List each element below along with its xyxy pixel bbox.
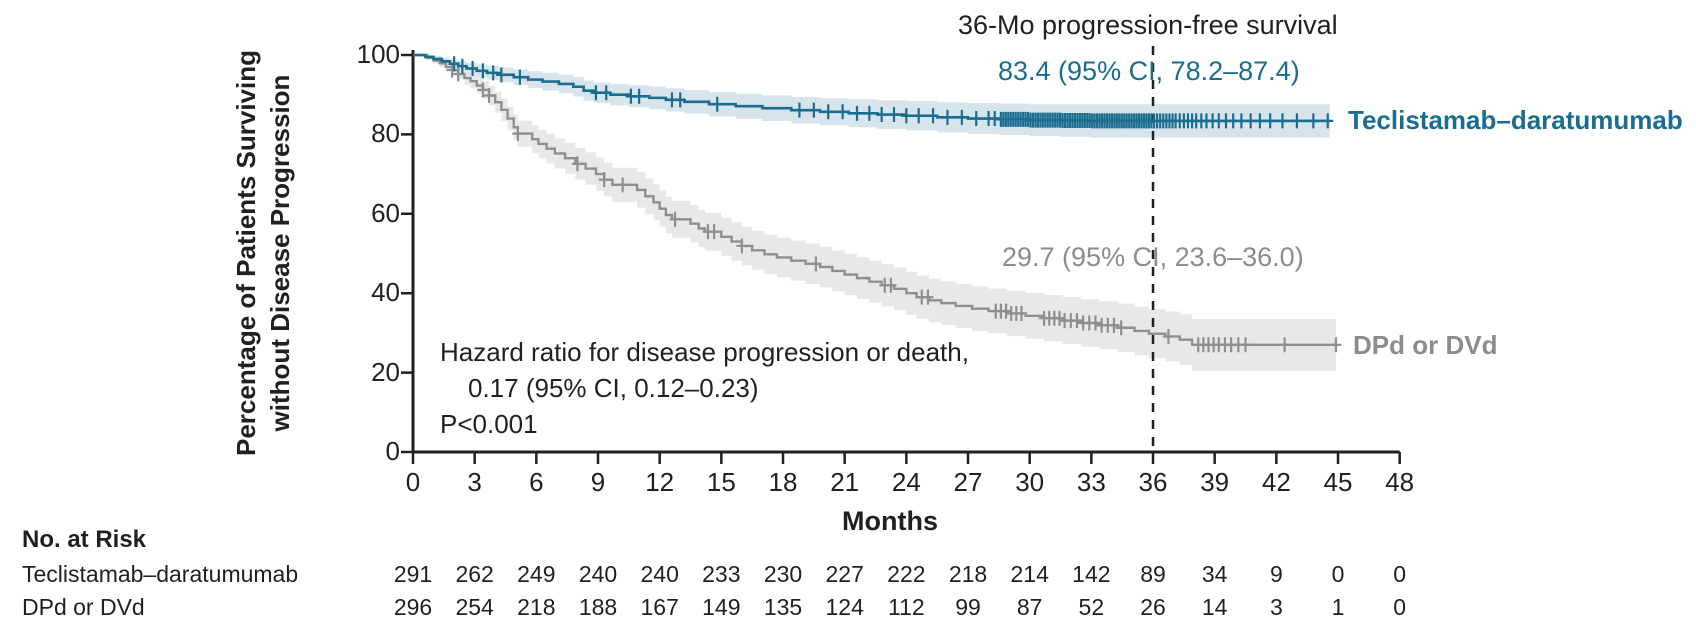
risk-count-row1-m12: 167 xyxy=(640,594,679,620)
risk-count-row0-m45: 0 xyxy=(1331,561,1345,587)
x-tick-label-45: 45 xyxy=(1323,467,1353,497)
teclistamab-ci-text: 83.4 (95% CI, 78.2–87.4) xyxy=(998,56,1300,86)
risk-table-title: No. at Risk xyxy=(22,526,147,553)
x-tick-label-42: 42 xyxy=(1261,467,1291,497)
annotation-title: 36-Mo progression-free survival xyxy=(958,10,1338,40)
x-tick-label-9: 9 xyxy=(590,467,606,497)
x-tick-label-6: 6 xyxy=(529,467,544,497)
x-tick-label-24: 24 xyxy=(891,467,921,497)
x-tick-label-33: 33 xyxy=(1076,467,1106,497)
risk-count-row1-m27: 99 xyxy=(955,594,981,620)
risk-count-row1-m9: 188 xyxy=(578,594,618,620)
x-tick-label-36: 36 xyxy=(1138,467,1168,497)
risk-count-row0-m18: 230 xyxy=(763,561,803,587)
risk-count-row0-m42: 9 xyxy=(1269,561,1283,587)
hazard-ratio-line1: Hazard ratio for disease progression or … xyxy=(440,337,969,367)
risk-count-row0-m3: 262 xyxy=(455,561,494,587)
dpd-confidence-band xyxy=(413,55,1336,371)
teclistamab-censor-marks xyxy=(448,56,1334,129)
x-tick-label-12: 12 xyxy=(645,467,675,497)
risk-row-label-dpd: DPd or DVd xyxy=(22,594,145,620)
y-tick-label-40: 40 xyxy=(371,277,400,308)
risk-count-row0-m36: 89 xyxy=(1140,561,1166,587)
x-tick-label-15: 15 xyxy=(706,467,736,497)
risk-count-row1-m24: 112 xyxy=(888,594,925,620)
x-tick-label-18: 18 xyxy=(768,467,798,497)
risk-count-row0-m0: 291 xyxy=(393,561,433,587)
x-tick-label-30: 30 xyxy=(1015,467,1045,497)
risk-count-row0-m12: 240 xyxy=(640,561,679,587)
dpd-ci-text: 29.7 (95% CI, 23.6–36.0) xyxy=(1002,242,1304,272)
risk-count-row0-m15: 233 xyxy=(702,561,741,587)
risk-count-row0-m33: 142 xyxy=(1072,561,1111,587)
x-tick-label-0: 0 xyxy=(405,467,421,497)
x-axis-ticks xyxy=(411,452,1401,464)
risk-count-row1-m33: 52 xyxy=(1078,594,1105,620)
y-tick-label-0: 0 xyxy=(385,436,400,466)
y-axis-label-line2: without Disease Progression xyxy=(265,74,296,432)
risk-count-row0-m6: 249 xyxy=(517,561,556,587)
risk-count-row1-m45: 1 xyxy=(1331,594,1345,620)
risk-count-row0-m39: 34 xyxy=(1201,561,1228,587)
risk-count-row0-m27: 218 xyxy=(948,561,988,587)
dpd-censor-marks xyxy=(446,62,1342,353)
risk-count-row0-m21: 227 xyxy=(825,561,864,587)
risk-count-row0-m24: 222 xyxy=(887,561,926,587)
y-tick-label-80: 80 xyxy=(371,118,400,149)
risk-count-row1-m42: 3 xyxy=(1269,594,1283,620)
x-tick-label-48: 48 xyxy=(1385,467,1415,497)
risk-count-row1-m0: 296 xyxy=(393,594,433,620)
y-tick-label-20: 20 xyxy=(371,356,400,387)
risk-count-row1-m3: 254 xyxy=(455,594,494,620)
risk-count-row0-m30: 214 xyxy=(1010,561,1049,587)
risk-count-row1-m48: 0 xyxy=(1393,594,1407,620)
risk-count-row1-m36: 26 xyxy=(1140,594,1166,620)
risk-count-row1-m15: 149 xyxy=(702,594,741,620)
risk-count-row1-m39: 14 xyxy=(1201,594,1228,620)
risk-count-row1-m30: 87 xyxy=(1016,594,1043,620)
x-tick-label-39: 39 xyxy=(1200,467,1230,497)
risk-row-label-teclistamab: Teclistamab–daratumumab xyxy=(22,561,299,587)
risk-count-row0-m9: 240 xyxy=(578,561,618,587)
x-tick-label-21: 21 xyxy=(830,467,860,497)
hazard-ratio-line2: 0.17 (95% CI, 0.12–0.23) xyxy=(468,373,759,403)
x-tick-label-3: 3 xyxy=(467,467,482,497)
x-tick-label-27: 27 xyxy=(953,467,983,497)
dpd-series-label: DPd or DVd xyxy=(1353,330,1498,360)
risk-count-row1-m21: 124 xyxy=(825,594,864,620)
y-axis-ticks xyxy=(401,53,413,454)
y-tick-label-100: 100 xyxy=(356,39,400,69)
risk-count-row0-m48: 0 xyxy=(1393,561,1407,587)
y-axis-label-line1: Percentage of Patients Surviving xyxy=(231,49,262,457)
p-value-text: P<0.001 xyxy=(440,409,538,439)
risk-count-row1-m18: 135 xyxy=(763,594,803,620)
teclistamab-series-label: Teclistamab–daratumumab xyxy=(1348,105,1683,135)
x-axis-label: Months xyxy=(842,506,938,536)
y-tick-label-60: 60 xyxy=(371,197,400,228)
risk-count-row1-m6: 218 xyxy=(517,594,556,620)
